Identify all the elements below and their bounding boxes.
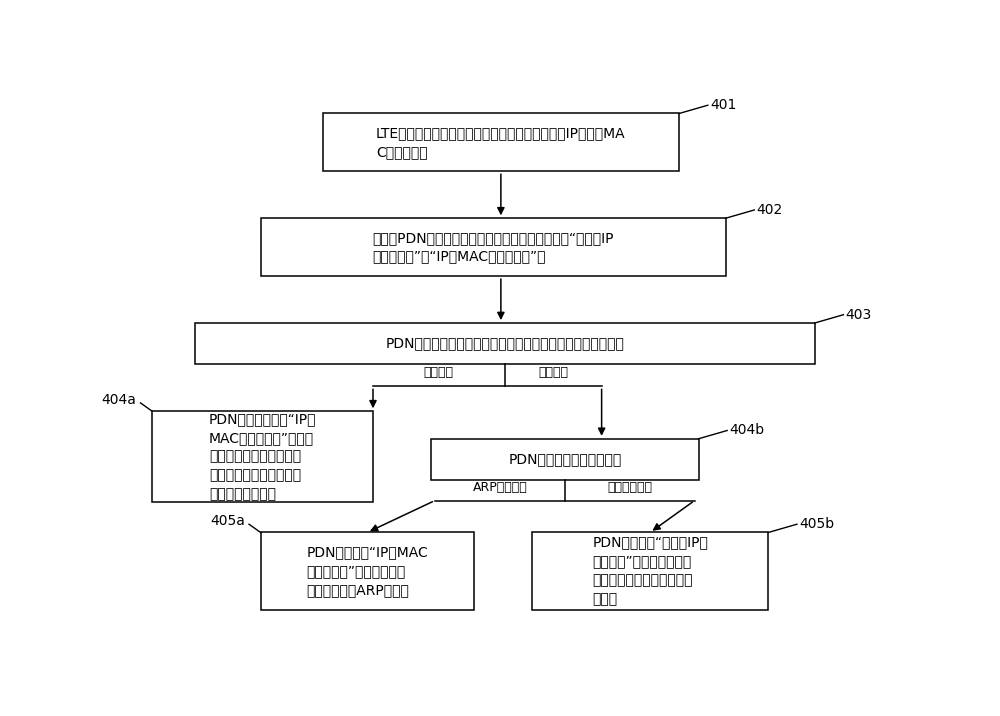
Text: PDN网关查找“IP和MAC
信息映射表”，匹配成功则
代替终端回夊ARP响应。: PDN网关查找“IP和MAC 信息映射表”，匹配成功则 代替终端回夊ARP响应。	[306, 545, 428, 597]
Text: ARP查询消息: ARP查询消息	[473, 481, 527, 494]
Text: 404b: 404b	[730, 423, 765, 437]
Text: PDN网关查找“终端和IP地
址对应表”，匹配成功则将
完整层二数据包路由给相应
终端。: PDN网关查找“终端和IP地 址对应表”，匹配成功则将 完整层二数据包路由给相应…	[592, 536, 708, 606]
Text: 405a: 405a	[210, 515, 245, 528]
Text: PDN网关判断下行数据类型: PDN网关判断下行数据类型	[508, 453, 621, 466]
FancyBboxPatch shape	[532, 533, 768, 610]
Text: 上行数据: 上行数据	[424, 366, 454, 379]
Text: 403: 403	[846, 308, 872, 321]
FancyBboxPatch shape	[261, 533, 474, 610]
Text: 402: 402	[757, 203, 783, 217]
Text: PDN网关收到数据包，根据数据包传输方向进行不同的处理。: PDN网关收到数据包，根据数据包传输方向进行不同的处理。	[385, 337, 624, 351]
Text: LTE终端接入核心网时，在附着信令中增加终端的IP地址和MA
C地址信息。: LTE终端接入核心网时，在附着信令中增加终端的IP地址和MA C地址信息。	[376, 126, 626, 159]
Text: 404a: 404a	[102, 393, 137, 407]
Text: 下行数据: 下行数据	[538, 366, 568, 379]
FancyBboxPatch shape	[431, 439, 698, 480]
FancyBboxPatch shape	[195, 323, 815, 364]
Text: 核心网PDN网关根据收到的附着信令，创建并配置“终端和IP
地址对应表”和“IP和MAC信息映射表”。: 核心网PDN网关根据收到的附着信令，创建并配置“终端和IP 地址对应表”和“IP…	[372, 231, 614, 263]
FancyBboxPatch shape	[152, 411, 373, 502]
FancyBboxPatch shape	[323, 113, 679, 171]
Text: 401: 401	[710, 98, 737, 112]
Text: 405b: 405b	[799, 517, 834, 531]
Text: 层二业务数据: 层二业务数据	[607, 481, 652, 494]
Text: PDN网关将数据与“IP和
MAC信息映射表”做比较
后，匹配成功的数据转发
给层二协议栈特殊处理后
发送给业务网络。: PDN网关将数据与“IP和 MAC信息映射表”做比较 后，匹配成功的数据转发 给…	[209, 412, 316, 502]
FancyBboxPatch shape	[261, 218, 726, 276]
